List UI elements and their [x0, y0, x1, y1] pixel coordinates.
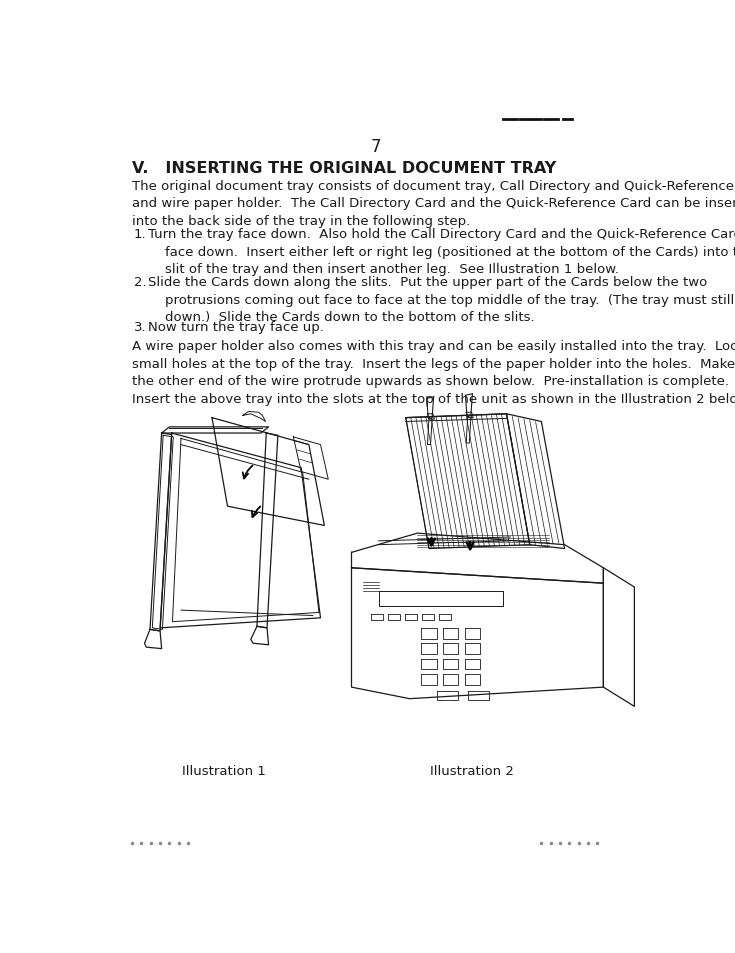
- Text: 1.: 1.: [134, 228, 146, 241]
- Text: Illustration 1: Illustration 1: [182, 764, 265, 778]
- Text: A wire paper holder also comes with this tray and can be easily installed into t: A wire paper holder also comes with this…: [132, 339, 735, 405]
- Text: The original document tray consists of document tray, Call Directory and Quick-R: The original document tray consists of d…: [132, 180, 735, 228]
- Text: 3.: 3.: [134, 320, 146, 334]
- Text: Now turn the tray face up.: Now turn the tray face up.: [148, 320, 323, 334]
- Text: Slide the Cards down along the slits.  Put the upper part of the Cards below the: Slide the Cards down along the slits. Pu…: [148, 275, 735, 324]
- Text: Illustration 2: Illustration 2: [430, 764, 514, 778]
- Text: 7: 7: [371, 137, 381, 155]
- Text: Turn the tray face down.  Also hold the Call Directory Card and the Quick-Refere: Turn the tray face down. Also hold the C…: [148, 228, 735, 276]
- Text: 2.: 2.: [134, 275, 146, 289]
- Text: V.   INSERTING THE ORIGINAL DOCUMENT TRAY: V. INSERTING THE ORIGINAL DOCUMENT TRAY: [132, 160, 556, 175]
